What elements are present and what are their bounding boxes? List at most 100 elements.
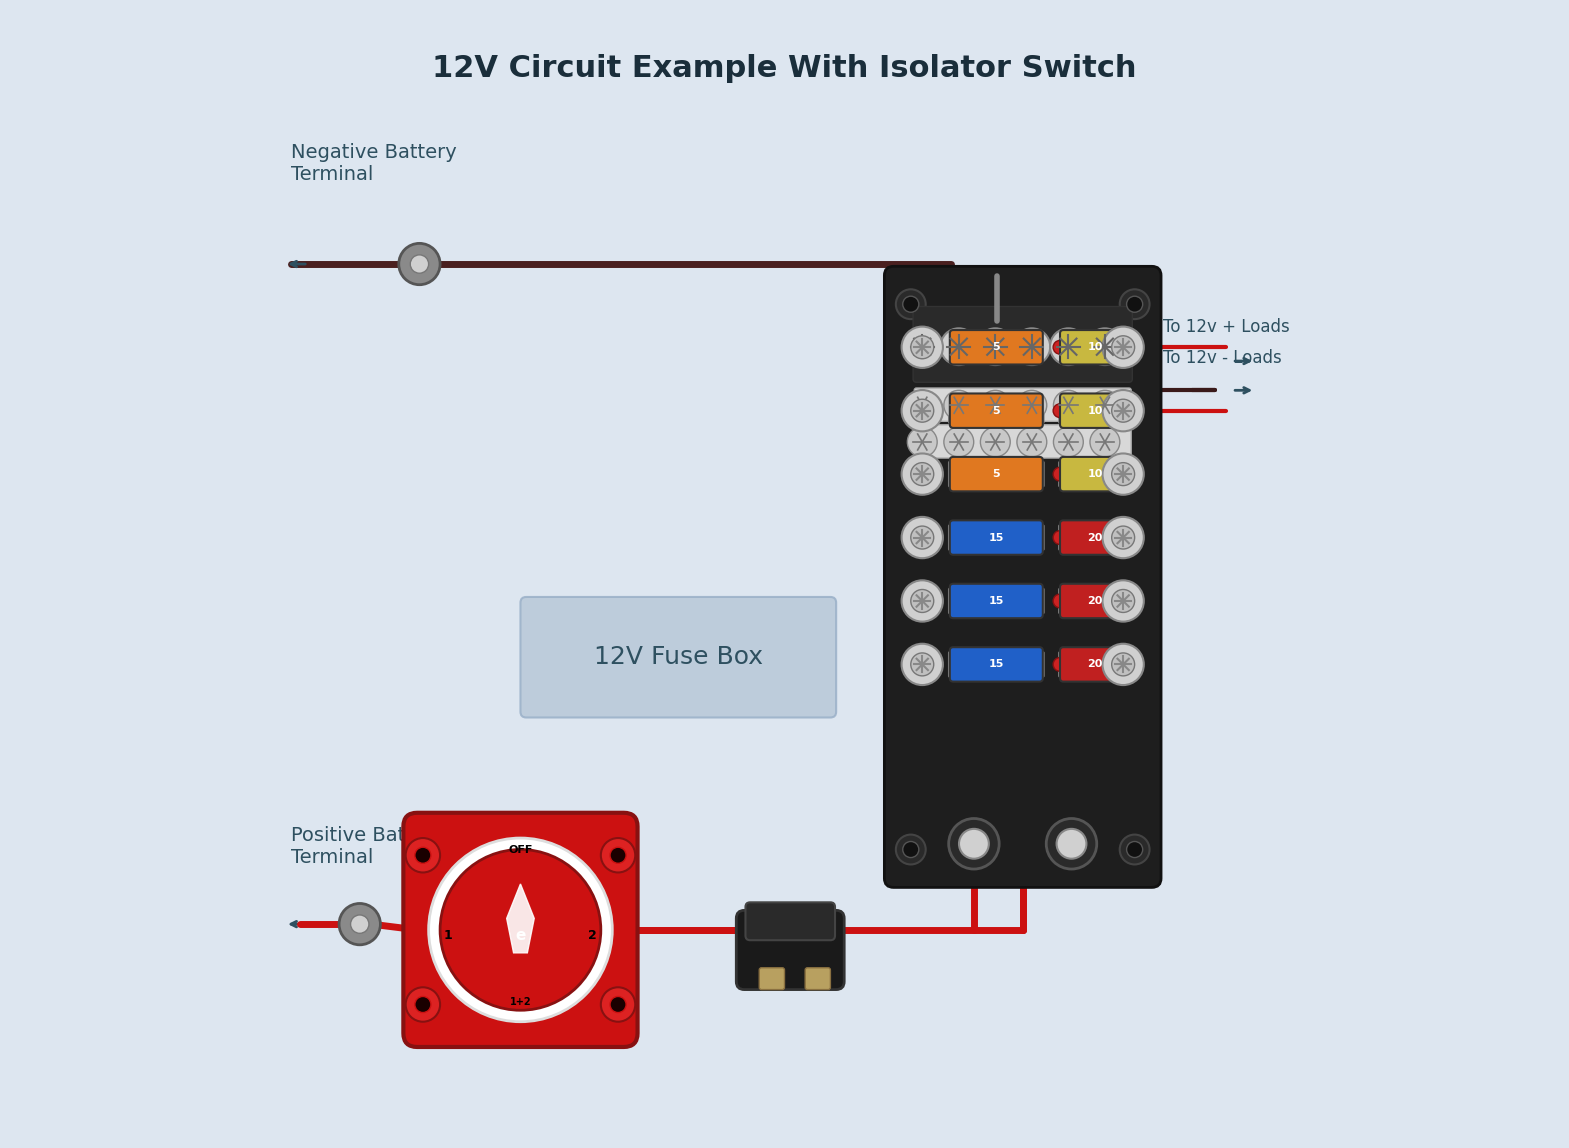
Circle shape	[1053, 427, 1083, 457]
FancyBboxPatch shape	[1061, 457, 1130, 491]
Text: 1: 1	[444, 929, 452, 943]
FancyBboxPatch shape	[1059, 461, 1070, 487]
FancyBboxPatch shape	[949, 583, 1043, 618]
FancyBboxPatch shape	[1120, 652, 1131, 677]
FancyBboxPatch shape	[915, 425, 1131, 458]
FancyBboxPatch shape	[1032, 461, 1043, 487]
Text: 1+2: 1+2	[510, 998, 532, 1007]
Circle shape	[981, 390, 1010, 420]
Circle shape	[959, 829, 988, 859]
Text: 5: 5	[993, 470, 999, 479]
Circle shape	[945, 427, 974, 457]
Circle shape	[1067, 404, 1081, 418]
FancyBboxPatch shape	[1059, 652, 1070, 677]
FancyBboxPatch shape	[949, 331, 1043, 365]
FancyBboxPatch shape	[949, 457, 1043, 491]
FancyBboxPatch shape	[1059, 398, 1070, 424]
FancyBboxPatch shape	[949, 652, 960, 677]
Circle shape	[1067, 467, 1081, 481]
Circle shape	[399, 243, 439, 285]
Circle shape	[1103, 580, 1144, 621]
FancyBboxPatch shape	[736, 910, 844, 990]
Text: 10: 10	[1087, 342, 1103, 352]
FancyBboxPatch shape	[1120, 398, 1131, 424]
Circle shape	[1112, 463, 1134, 486]
Circle shape	[1112, 653, 1134, 676]
FancyBboxPatch shape	[1061, 394, 1130, 428]
Text: To 12v - Loads: To 12v - Loads	[1163, 349, 1282, 367]
FancyBboxPatch shape	[913, 307, 1133, 382]
Circle shape	[1081, 658, 1095, 672]
Circle shape	[1081, 530, 1095, 544]
FancyBboxPatch shape	[1061, 331, 1130, 365]
Text: Negative Battery
Terminal: Negative Battery Terminal	[290, 142, 457, 184]
Text: 20: 20	[1087, 596, 1103, 606]
Circle shape	[910, 463, 934, 486]
Circle shape	[1127, 841, 1142, 858]
Circle shape	[1103, 390, 1144, 432]
FancyBboxPatch shape	[949, 525, 960, 550]
Circle shape	[1047, 819, 1097, 869]
FancyBboxPatch shape	[759, 968, 784, 990]
Text: 20: 20	[1087, 533, 1103, 543]
FancyBboxPatch shape	[403, 813, 637, 1047]
Circle shape	[1053, 404, 1067, 418]
FancyBboxPatch shape	[1059, 525, 1070, 550]
Circle shape	[1067, 340, 1081, 354]
Circle shape	[981, 427, 1010, 457]
Circle shape	[1053, 594, 1067, 608]
Circle shape	[902, 390, 943, 432]
Circle shape	[940, 328, 977, 365]
Text: 12V Circuit Example With Isolator Switch: 12V Circuit Example With Isolator Switch	[431, 54, 1138, 84]
Circle shape	[896, 289, 926, 319]
FancyBboxPatch shape	[949, 588, 960, 613]
Circle shape	[1050, 328, 1087, 365]
Circle shape	[414, 847, 431, 863]
Circle shape	[1090, 390, 1120, 420]
FancyBboxPatch shape	[915, 388, 1131, 421]
FancyBboxPatch shape	[949, 398, 960, 424]
Circle shape	[410, 255, 428, 273]
Circle shape	[1103, 644, 1144, 685]
Circle shape	[1067, 658, 1081, 672]
Text: 5: 5	[993, 342, 999, 352]
Circle shape	[1014, 328, 1050, 365]
Circle shape	[1112, 335, 1134, 358]
Text: To 12v + Loads: To 12v + Loads	[1163, 318, 1290, 335]
Circle shape	[910, 653, 934, 676]
Circle shape	[610, 847, 626, 863]
FancyBboxPatch shape	[949, 461, 960, 487]
Polygon shape	[507, 884, 533, 953]
Circle shape	[1067, 594, 1081, 608]
Circle shape	[910, 590, 934, 613]
Circle shape	[1053, 530, 1067, 544]
Circle shape	[1053, 467, 1067, 481]
Circle shape	[945, 390, 974, 420]
Circle shape	[1081, 340, 1095, 354]
Circle shape	[904, 328, 941, 365]
FancyBboxPatch shape	[1061, 583, 1130, 618]
Circle shape	[1056, 829, 1086, 859]
Circle shape	[406, 838, 439, 872]
Circle shape	[1112, 400, 1134, 422]
FancyBboxPatch shape	[1120, 525, 1131, 550]
Circle shape	[439, 850, 601, 1010]
Circle shape	[601, 838, 635, 872]
FancyBboxPatch shape	[1059, 335, 1070, 360]
Text: 2: 2	[588, 929, 598, 943]
Text: 12V Fuse Box: 12V Fuse Box	[593, 645, 763, 669]
Circle shape	[907, 390, 937, 420]
Circle shape	[910, 335, 934, 358]
Circle shape	[907, 427, 937, 457]
FancyBboxPatch shape	[1032, 652, 1043, 677]
Circle shape	[1112, 590, 1134, 613]
FancyBboxPatch shape	[745, 902, 835, 940]
FancyBboxPatch shape	[1032, 398, 1043, 424]
FancyBboxPatch shape	[521, 597, 836, 718]
Text: 5: 5	[993, 405, 999, 416]
Circle shape	[1086, 328, 1123, 365]
Circle shape	[1017, 390, 1047, 420]
Text: 15: 15	[988, 659, 1004, 669]
FancyBboxPatch shape	[949, 335, 960, 360]
FancyBboxPatch shape	[1120, 461, 1131, 487]
